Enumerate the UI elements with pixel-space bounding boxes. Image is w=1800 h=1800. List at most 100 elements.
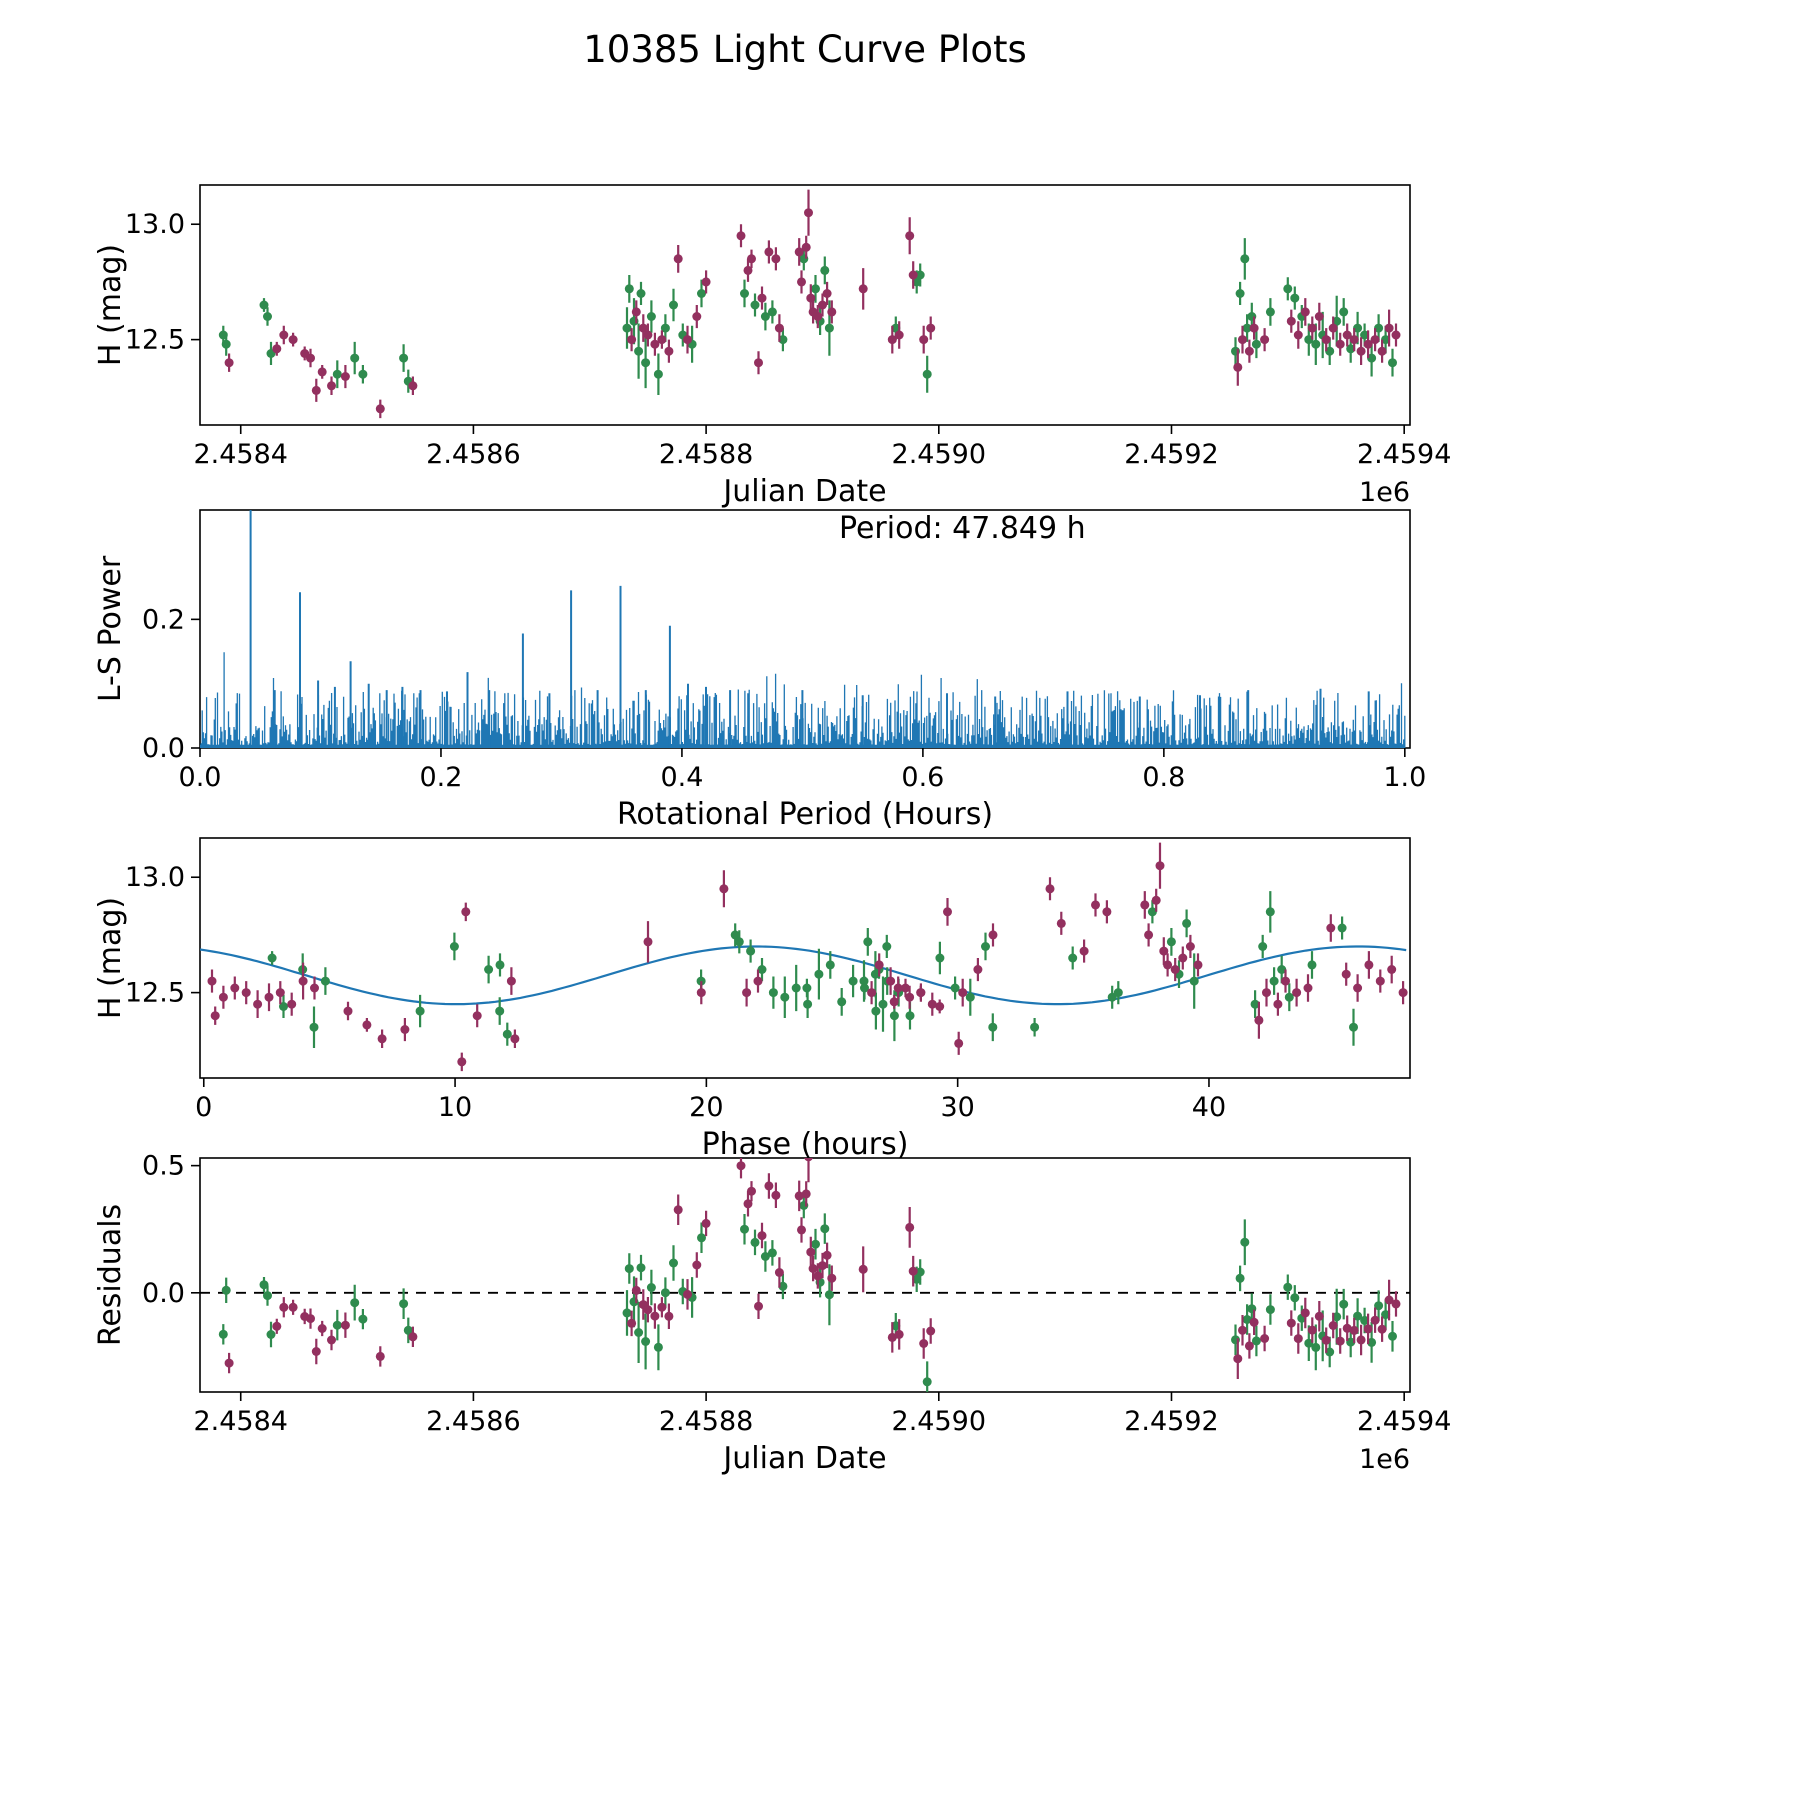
data-point	[916, 988, 926, 998]
data-point	[1284, 992, 1294, 1002]
data-point	[1384, 323, 1394, 333]
data-point	[638, 323, 648, 333]
data-point	[1370, 1315, 1380, 1325]
data-point	[377, 1034, 387, 1044]
data-point	[736, 231, 746, 241]
data-point	[622, 323, 632, 333]
data-point	[408, 1332, 418, 1342]
data-point	[218, 992, 228, 1002]
data-point	[743, 1199, 753, 1209]
data-point	[1374, 323, 1384, 333]
data-point	[1341, 969, 1351, 979]
y-axis-label: L-S Power	[93, 555, 128, 702]
data-point	[1304, 335, 1314, 345]
data-point	[1388, 358, 1397, 368]
data-point	[1325, 1347, 1335, 1357]
data-point	[858, 284, 868, 294]
data-point	[950, 983, 960, 993]
data-point	[1307, 1325, 1317, 1335]
data-point	[399, 353, 409, 363]
data-point	[1337, 923, 1347, 933]
data-point	[1391, 1299, 1401, 1309]
data-point	[822, 289, 832, 298]
data-point	[1332, 316, 1342, 326]
phase-series-1	[207, 842, 1408, 1072]
periodogram-peaks	[249, 510, 1370, 748]
data-point	[272, 1321, 282, 1331]
data-point	[887, 1332, 897, 1342]
data-point	[794, 247, 804, 257]
data-point	[1328, 323, 1338, 333]
data-point	[1339, 1299, 1349, 1309]
data-point	[780, 992, 790, 1002]
data-point	[1353, 1311, 1363, 1321]
y-tick-label: 13.0	[125, 209, 185, 240]
data-point	[673, 254, 683, 264]
data-point	[1249, 1317, 1259, 1327]
data-point	[358, 1314, 368, 1324]
y-axis-label: H (mag)	[93, 244, 128, 366]
data-point	[1370, 335, 1380, 345]
data-point	[905, 1222, 915, 1232]
data-point	[1353, 983, 1363, 993]
data-point	[1151, 895, 1161, 905]
y-tick-label: 0.2	[142, 604, 185, 635]
data-point	[317, 1324, 327, 1333]
data-point	[1242, 323, 1252, 333]
data-point	[771, 254, 781, 264]
x-tick-label: 2.4594	[1357, 439, 1451, 470]
data-point	[764, 247, 774, 257]
data-point	[734, 937, 744, 947]
sinusoidal-fit-line	[200, 945, 1407, 1006]
data-point	[747, 254, 756, 264]
data-point	[1185, 942, 1195, 951]
data-point	[1346, 344, 1356, 354]
data-point	[634, 1328, 644, 1337]
axes-frame	[199, 837, 1411, 1079]
data-point	[778, 335, 788, 345]
data-point	[882, 942, 892, 951]
x-tick-label: 2.4586	[426, 439, 520, 470]
data-point	[889, 1011, 899, 1021]
data-point	[1339, 307, 1349, 317]
subplot-periodogram: 0.0 0.2 0.4 0.6 0.8 1.0 0.0 0.2 Rotational Perio…	[93, 509, 1426, 832]
data-point	[1349, 335, 1359, 345]
data-point	[1254, 1015, 1264, 1025]
data-point	[1233, 1354, 1243, 1364]
data-point	[1091, 900, 1100, 910]
data-point	[1250, 999, 1260, 1009]
data-point	[806, 293, 816, 303]
data-point	[484, 965, 494, 974]
data-point	[1293, 1334, 1303, 1344]
data-point	[1307, 960, 1317, 970]
data-point	[1328, 1321, 1338, 1330]
subplot-residuals: 2.4584 2.4586 2.4588 2.4590 2.4592 2.4594 0.5 0…	[93, 1151, 1451, 1476]
x-tick-label: 40	[1192, 1092, 1226, 1123]
axes-frame	[199, 184, 1411, 426]
data-point	[1367, 1337, 1377, 1347]
data-point	[1189, 976, 1199, 986]
data-point	[327, 1335, 336, 1345]
data-point	[871, 1006, 881, 1016]
x-tick-label: 0.8	[1142, 762, 1185, 793]
data-point	[804, 208, 813, 218]
data-point	[1290, 293, 1300, 303]
data-point	[1178, 953, 1188, 963]
x-tick-label: 2.4592	[1124, 1406, 1218, 1437]
data-point	[288, 1302, 298, 1312]
data-point	[981, 942, 990, 951]
data-point	[1342, 330, 1352, 340]
data-point	[891, 323, 901, 333]
data-point	[1304, 1338, 1314, 1348]
data-point	[803, 999, 813, 1009]
x-tick-label: 2.4584	[193, 1406, 287, 1437]
y-tick-label: 0.0	[142, 733, 185, 764]
data-point	[1356, 1335, 1366, 1345]
data-point	[1244, 1341, 1254, 1351]
data-point	[771, 1190, 781, 1200]
data-point	[1391, 330, 1401, 340]
data-point	[660, 1288, 670, 1298]
data-point	[650, 339, 660, 349]
y-tick-label: 0.0	[142, 1278, 185, 1309]
data-point	[683, 335, 692, 345]
